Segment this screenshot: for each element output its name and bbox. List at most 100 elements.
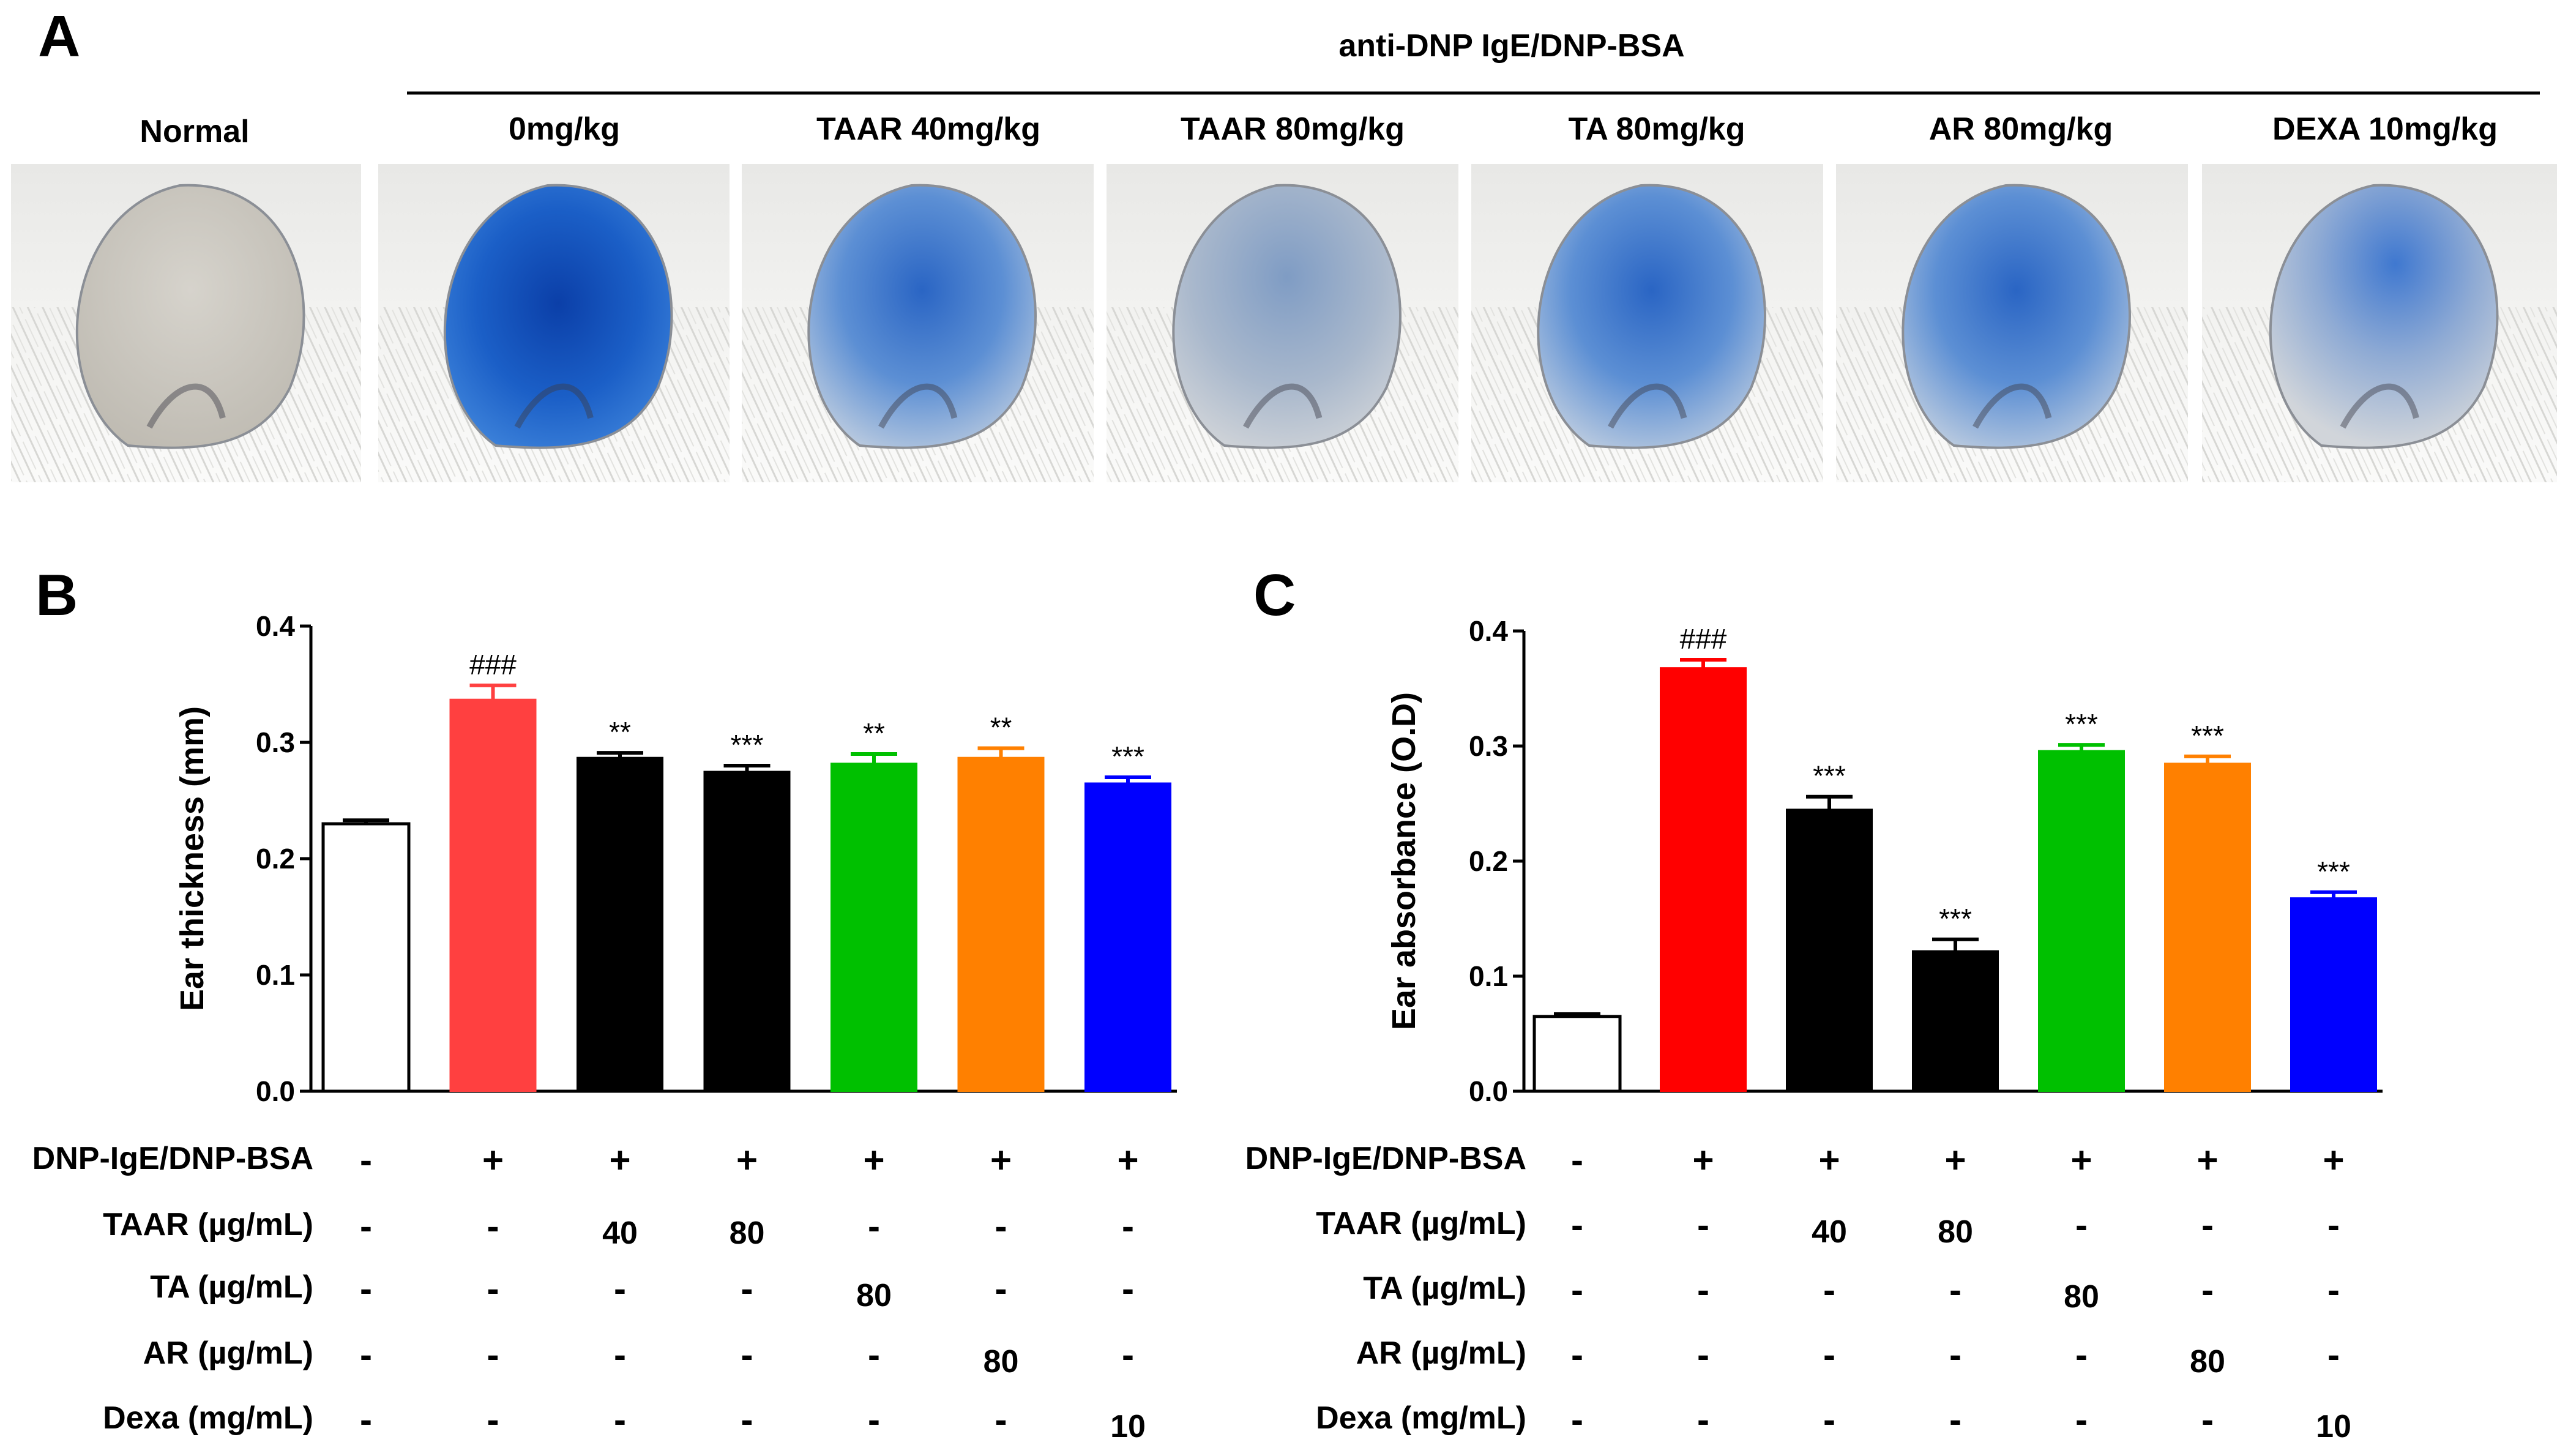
treatment-cell: 80	[1938, 1214, 1973, 1250]
bar-taar-80	[1912, 950, 1999, 1092]
treatment-cell: -	[487, 1399, 499, 1440]
bar-0mg-kg	[449, 698, 537, 1092]
ear-photo	[1471, 164, 1823, 482]
photo-title: TA 80mg/kg	[1569, 111, 1745, 147]
treatment-cell: -	[1823, 1269, 1835, 1310]
bracket-title: anti-DNP IgE/DNP-BSA	[1338, 28, 1684, 64]
treatment-cell: -	[360, 1399, 372, 1440]
photo-title: DEXA 10mg/kg	[2272, 111, 2498, 147]
treatment-table-b: DNP-IgE/DNP-BSA - + + + + + + TAAR (µg/mL) - - 40 80…	[32, 1140, 1146, 1444]
treatment-cell: -	[1949, 1269, 1961, 1310]
treatment-cell: -	[1823, 1334, 1835, 1375]
significance-marker: ***	[731, 729, 764, 761]
treatment-cell: +	[2070, 1140, 2092, 1181]
treatment-cell: 80	[2190, 1344, 2225, 1379]
treatment-cell: -	[2075, 1399, 2088, 1440]
y-axis-label: Ear absorbance (O.D)	[1386, 692, 1422, 1030]
treatment-cell: 80	[2064, 1279, 2099, 1315]
ear-photo	[378, 164, 730, 482]
bar-ar-80	[2164, 763, 2251, 1092]
ear-shape	[443, 184, 673, 449]
ear-fold	[1973, 383, 2052, 429]
treatment-cell: -	[487, 1206, 499, 1247]
treatment-cell: -	[741, 1268, 753, 1309]
treatment-cell: -	[360, 1334, 372, 1375]
treatment-cell: +	[1818, 1140, 1840, 1181]
treatment-row-label: DNP-IgE/DNP-BSA	[1245, 1141, 1526, 1176]
y-tick-label: 0.0	[256, 1075, 295, 1107]
ear-fold	[2340, 383, 2419, 429]
bar-ta-80	[2038, 750, 2125, 1092]
treatment-cell: +	[2323, 1140, 2344, 1181]
treatment-cell: -	[1122, 1334, 1134, 1375]
treatment-row-label: TAAR (µg/mL)	[1316, 1206, 1526, 1241]
y-tick-label: 0.3	[1469, 730, 1508, 762]
treatment-cell: 40	[1812, 1214, 1847, 1250]
bar-taar-80	[703, 771, 791, 1092]
treatment-cell: -	[2201, 1269, 2214, 1310]
bar-0mg-kg	[1660, 667, 1747, 1092]
ear-fold	[146, 383, 226, 429]
treatment-cell: +	[1117, 1140, 1138, 1181]
treatment-cell: -	[487, 1334, 499, 1375]
treatment-cell: +	[863, 1140, 884, 1181]
ear-photo	[11, 164, 361, 482]
significance-marker: **	[990, 712, 1012, 744]
treatment-cell: -	[868, 1206, 880, 1247]
treatment-cell: 40	[602, 1215, 638, 1251]
photo-titles: Normal 0mg/kg TAAR 40mg/kg TAAR 80mg/kg TA 8…	[140, 111, 2498, 149]
y-tick-label: 0.1	[1469, 960, 1508, 992]
treatment-cell: -	[1571, 1269, 1583, 1310]
treatment-cell: +	[736, 1140, 758, 1181]
ear-fold	[878, 383, 958, 429]
treatment-cell: -	[614, 1268, 626, 1309]
treatment-row-label: TA (µg/mL)	[1363, 1271, 1526, 1306]
treatment-cell: 80	[856, 1278, 892, 1313]
panel-a-label: A	[38, 4, 80, 69]
photo-title: TAAR 40mg/kg	[816, 111, 1040, 147]
treatment-row-label: Dexa (mg/mL)	[1316, 1400, 1526, 1436]
photo-title: TAAR 80mg/kg	[1181, 111, 1405, 147]
treatment-cell: +	[2197, 1140, 2218, 1181]
bar-normal	[1532, 1015, 1622, 1093]
y-tick-label: 0.2	[1469, 845, 1508, 877]
photo-title: AR 80mg/kg	[1929, 111, 2113, 147]
treatment-cell: -	[1122, 1206, 1134, 1247]
treatment-cell: -	[1571, 1204, 1583, 1245]
treatment-cell: -	[360, 1268, 372, 1309]
bar-taar-40	[1786, 808, 1873, 1092]
significance-marker: ***	[2317, 856, 2350, 887]
treatment-cell: 80	[984, 1344, 1019, 1379]
photo-title: Normal	[140, 114, 249, 149]
treatment-cell: -	[995, 1206, 1007, 1247]
treatment-cell: -	[2327, 1204, 2340, 1245]
treatment-cell: -	[1122, 1268, 1134, 1309]
significance-marker: ***	[2065, 708, 2098, 740]
treatment-cell: -	[2201, 1204, 2214, 1245]
treatment-cell: -	[487, 1268, 499, 1309]
treatment-cell: -	[1697, 1399, 1709, 1440]
treatment-cell: -	[2201, 1399, 2214, 1440]
bar-taar-40	[577, 756, 663, 1092]
treatment-cell: -	[2327, 1334, 2340, 1375]
bar-ar-80	[957, 756, 1045, 1092]
treatment-row-label: Dexa (mg/mL)	[103, 1400, 313, 1436]
bar-ta-80	[830, 763, 917, 1092]
treatment-cell: +	[990, 1140, 1012, 1181]
ear-fold	[1608, 383, 1687, 429]
ear-fold	[1243, 383, 1323, 429]
ear-photo	[1836, 164, 2188, 482]
treatment-row-label: TA (µg/mL)	[150, 1269, 313, 1305]
treatment-cell: -	[995, 1399, 1007, 1440]
treatment-cell: -	[741, 1399, 753, 1440]
y-tick-label: 0.1	[256, 959, 295, 991]
ear-shape	[75, 184, 305, 449]
ear-shape	[807, 184, 1037, 449]
treatment-cell: -	[1571, 1140, 1583, 1181]
significance-marker: ###	[469, 649, 517, 681]
significance-marker: ***	[2191, 720, 2224, 752]
y-tick-label: 0.2	[256, 843, 295, 875]
treatment-cell: -	[360, 1140, 372, 1181]
treatment-cell: -	[1697, 1204, 1709, 1245]
chart-ear-absorbance: Ear absorbance (O.D) 0.0 0.1 0.2 0.3 0.4 ### **…	[1386, 615, 2383, 1107]
